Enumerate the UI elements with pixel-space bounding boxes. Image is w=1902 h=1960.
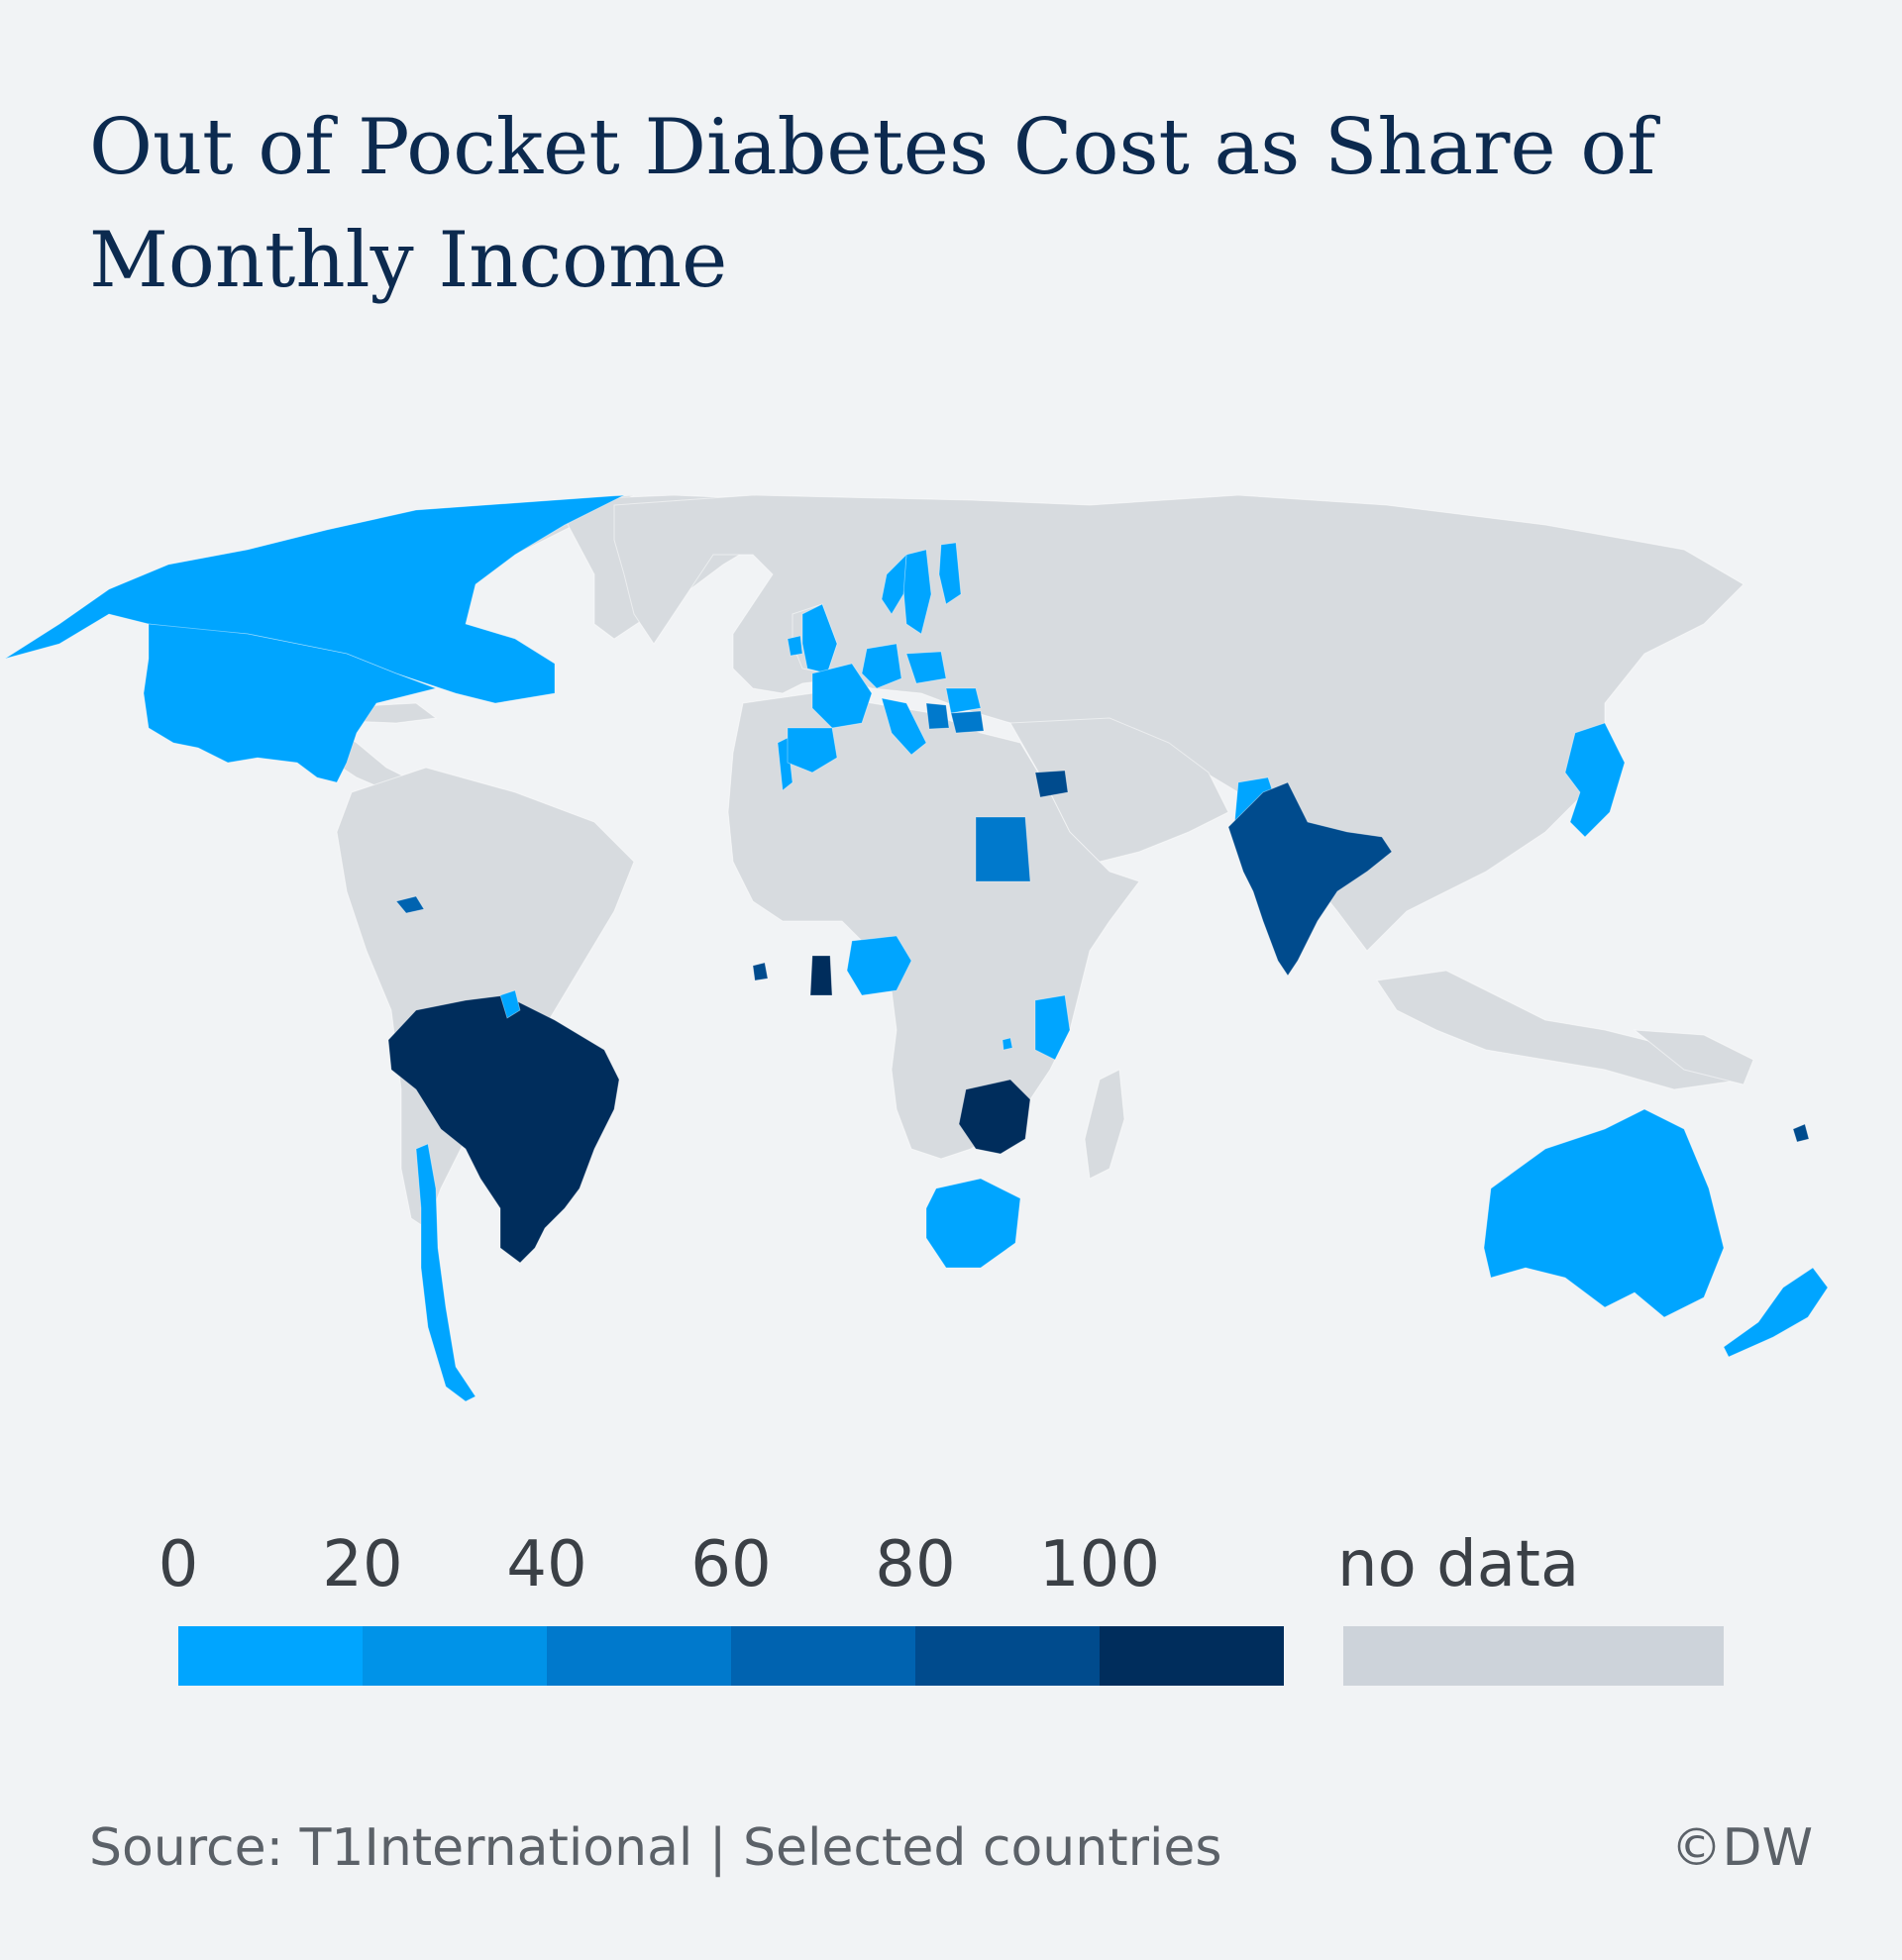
legend-swatch: [178, 1626, 363, 1686]
country-australia: [1483, 1108, 1725, 1318]
world-map: [4, 495, 1829, 1402]
country-romania: [945, 687, 982, 714]
legend-swatch: [363, 1626, 547, 1686]
legend-tick: 40: [506, 1528, 587, 1601]
country-nigeria: [846, 935, 912, 996]
country-rwanda: [1002, 1037, 1013, 1051]
country-ivory-coast: [752, 962, 769, 981]
legend-swatch: [731, 1626, 915, 1686]
country-india: [1227, 781, 1393, 977]
country-ghana: [809, 955, 833, 996]
land-papua: [1633, 1029, 1754, 1085]
legend-tick: 100: [1038, 1528, 1161, 1601]
country-germany: [861, 643, 902, 689]
legend-swatch: [915, 1626, 1100, 1686]
country-finland: [938, 542, 962, 605]
source-note: Source: T1International | Selected count…: [89, 1818, 1222, 1878]
country-new-zealand: [1723, 1267, 1829, 1358]
land-indonesia: [1376, 970, 1745, 1090]
legend-no-data-swatch: [1343, 1626, 1724, 1686]
country-serbia: [925, 702, 950, 730]
legend-swatch: [547, 1626, 731, 1686]
country-kenya: [1034, 994, 1071, 1061]
country-chile: [415, 1143, 476, 1402]
country-ireland: [787, 635, 803, 657]
legend-tick: 20: [322, 1528, 403, 1601]
country-poland: [905, 651, 947, 684]
legend: 0 20 40 60 80 100 no data: [0, 1525, 1902, 1713]
country-guyana: [499, 989, 521, 1019]
country-bulgaria: [950, 710, 985, 734]
country-spain: [787, 727, 838, 774]
chart-title: Out of Pocket Diabetes Cost as Share of …: [89, 103, 1656, 305]
copyright: ©DW: [1670, 1818, 1813, 1878]
country-united-states: [143, 623, 438, 783]
country-fiji: [1792, 1123, 1810, 1143]
country-france: [811, 663, 873, 729]
country-japan: [1564, 722, 1626, 838]
land-madagascar: [1084, 1069, 1125, 1180]
country-norway: [881, 553, 907, 615]
country-zambia: [958, 1079, 1031, 1155]
legend-swatch: [1100, 1626, 1284, 1686]
country-italy: [881, 697, 927, 756]
legend-tick: 80: [875, 1528, 956, 1601]
legend-no-data-label: no data: [1337, 1528, 1580, 1601]
country-south-africa: [925, 1178, 1021, 1269]
legend-tick: 0: [158, 1528, 199, 1601]
country-egypt: [975, 816, 1031, 882]
no-data-land: [4, 495, 1754, 1229]
land-middle-east: [1009, 717, 1229, 863]
country-syria: [1034, 770, 1069, 798]
highlighted-countries: [4, 495, 1829, 1402]
country-dominican-republic: [395, 895, 425, 914]
country-brazil: [387, 994, 620, 1264]
legend-tick: 60: [690, 1528, 772, 1601]
